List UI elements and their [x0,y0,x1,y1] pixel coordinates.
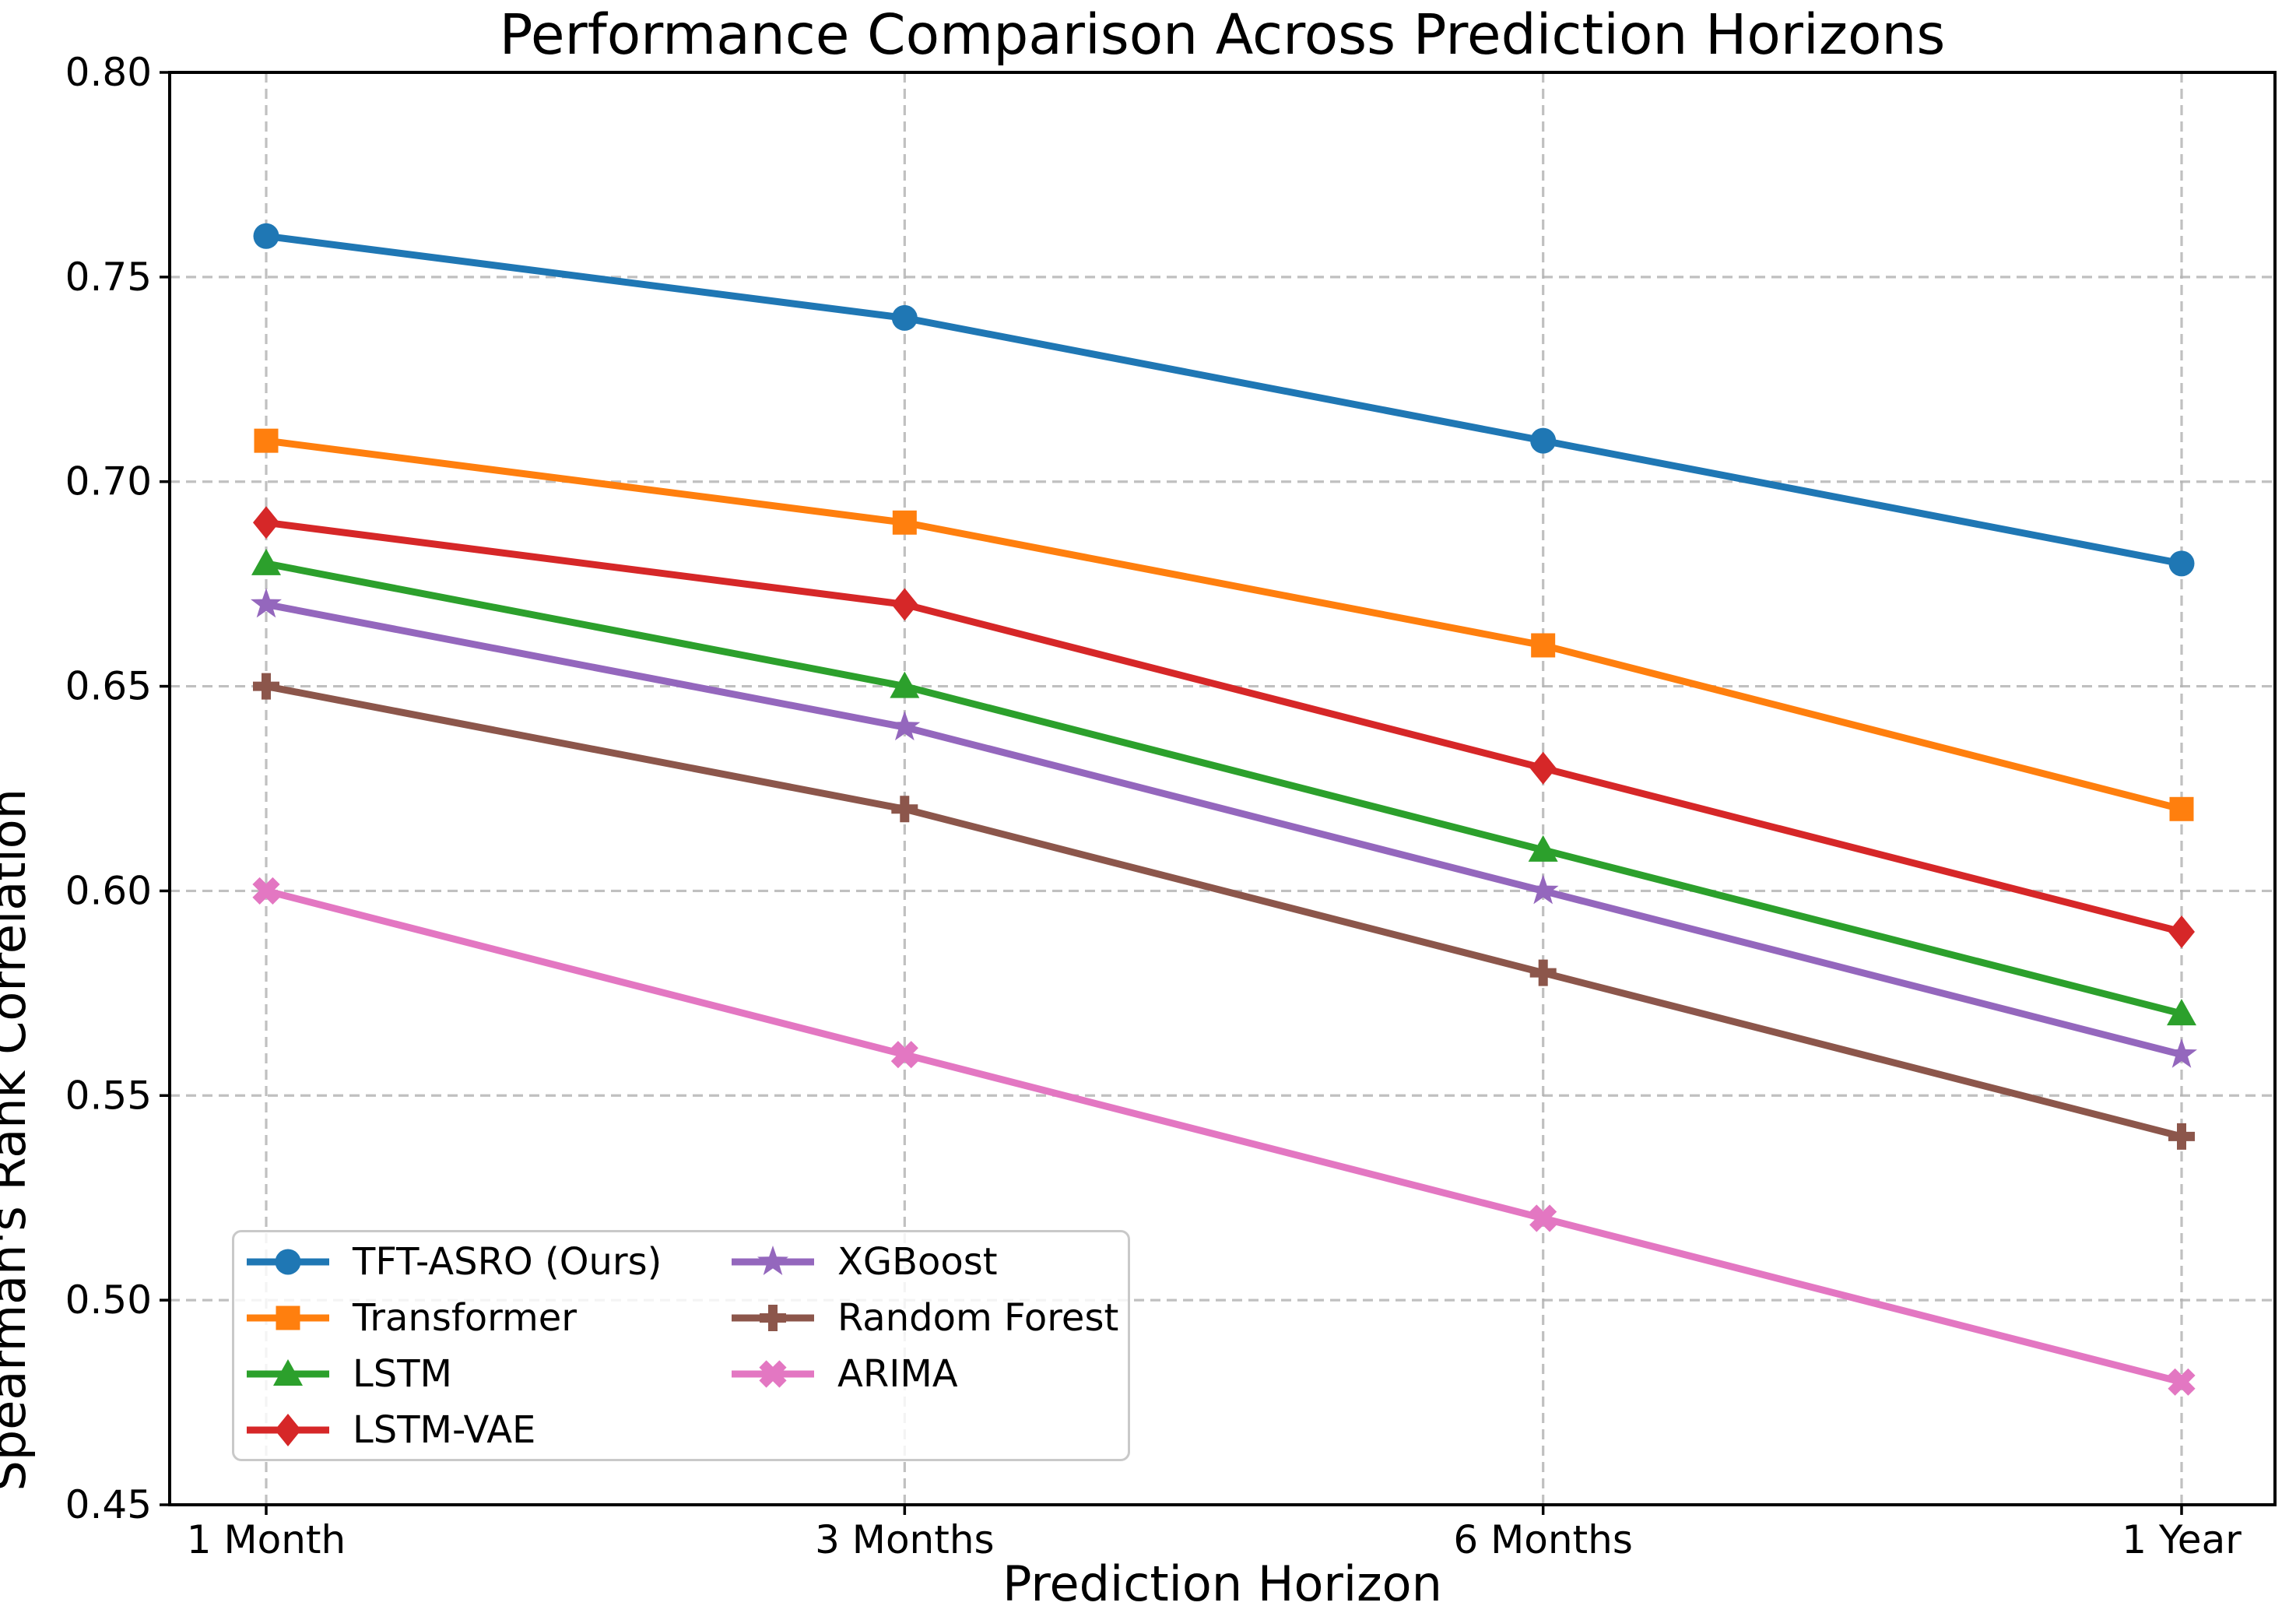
x-tick-label-3-months: 3 Months [815,1517,994,1562]
y-tick-label: 0.60 [65,868,152,913]
marker-square [1531,633,1556,658]
x-tick-label-1-month: 1 Month [187,1517,346,1562]
series-line [265,683,2183,1140]
series-line [265,887,2183,1386]
series-line [265,518,2183,936]
x-axis-label: Prediction Horizon [1002,1555,1442,1612]
marker-triangle [273,1359,303,1386]
legend-label: XGBoost [837,1240,998,1284]
legend-label: Transformer [353,1296,578,1340]
legend-marker-square-icon [247,1305,329,1330]
marker-x [890,1041,918,1069]
marker-circle [253,223,279,249]
series-transformer [254,428,2194,821]
marker-x [1529,1204,1557,1232]
marker-star [2166,1038,2197,1068]
plot-frame [168,71,2277,1506]
marker-diamond [891,588,918,621]
legend-label: Random Forest [837,1296,1119,1340]
y-tick-label: 0.65 [65,664,152,709]
marker-triangle [1528,835,1558,862]
legend-item-xgboost: XGBoost [730,1234,998,1290]
series-line [265,232,2182,568]
legend-item-lstm-vae: LSTM-VAE [245,1402,535,1458]
marker-triangle [890,671,920,698]
marker-circle [1530,427,1557,454]
series-line [265,560,2183,1017]
marker-circle [275,1249,301,1275]
marker-square [2169,796,2194,821]
series-xgboost [251,588,2197,1068]
y-tick-label: 0.75 [65,255,152,300]
legend-label: LSTM-VAE [353,1408,536,1452]
legend-item-arima: ARIMA [730,1346,958,1402]
series-lstm [251,548,2196,1026]
marker-triangle [2167,999,2196,1026]
marker-x [759,1360,787,1388]
marker-x [2168,1368,2196,1396]
marker-star [889,711,921,741]
series-line [265,600,2183,1059]
x-tick-label-1-year: 1 Year [2122,1517,2242,1562]
marker-circle [891,304,918,331]
marker-circle [2168,550,2195,577]
series-lstm-vae [253,506,2195,948]
y-tick-label: 0.80 [65,50,152,95]
legend-marker-star-icon [732,1246,814,1275]
marker-square [254,428,279,453]
marker-square [892,510,917,535]
marker-triangle [251,548,281,575]
marker-diamond [1529,751,1557,785]
y-tick-label: 0.45 [65,1482,152,1527]
legend-item-transformer: Transformer [245,1290,577,1346]
marker-star [757,1246,788,1275]
chart-title: Performance Comparison Across Prediction… [499,2,1946,67]
series-line [265,437,2183,813]
marker-star [251,588,282,618]
marker-plus [1529,959,1557,986]
series-random-forest [253,673,2195,1150]
marker-diamond [275,1414,301,1446]
marker-diamond [253,506,279,539]
legend-marker-circle-icon [247,1249,329,1275]
legend-marker-x-icon [732,1360,814,1388]
legend-marker-plus-icon [732,1305,814,1331]
legend-item-tft-asro-ours: TFT-ASRO (Ours) [245,1234,662,1290]
y-tick-label: 0.70 [65,459,152,504]
legend-marker-triangle-icon [247,1359,329,1386]
marker-square [276,1305,300,1330]
marker-diamond [2168,915,2195,948]
marker-plus [253,673,279,700]
y-tick-label: 0.50 [65,1277,152,1323]
legend-label: TFT-ASRO (Ours) [353,1240,662,1284]
x-tick-label-6-months: 6 Months [1453,1517,1632,1562]
marker-plus [891,796,918,823]
legend-label: LSTM [353,1352,452,1396]
legend-item-random-forest: Random Forest [730,1290,1118,1346]
legend-label: ARIMA [837,1352,958,1396]
legend: TFT-ASRO (Ours) Transformer LSTM LSTM-VAE XG… [232,1230,1130,1461]
marker-x [252,877,280,905]
legend-item-lstm: LSTM [245,1346,452,1402]
legend-marker-diamond-icon [247,1414,329,1446]
marker-plus [2168,1123,2195,1150]
y-tick-label: 0.55 [65,1073,152,1118]
marker-plus [760,1305,786,1331]
marker-star [1527,874,1559,905]
series-tft-asro-ours [253,223,2195,577]
series-arima [252,877,2196,1396]
